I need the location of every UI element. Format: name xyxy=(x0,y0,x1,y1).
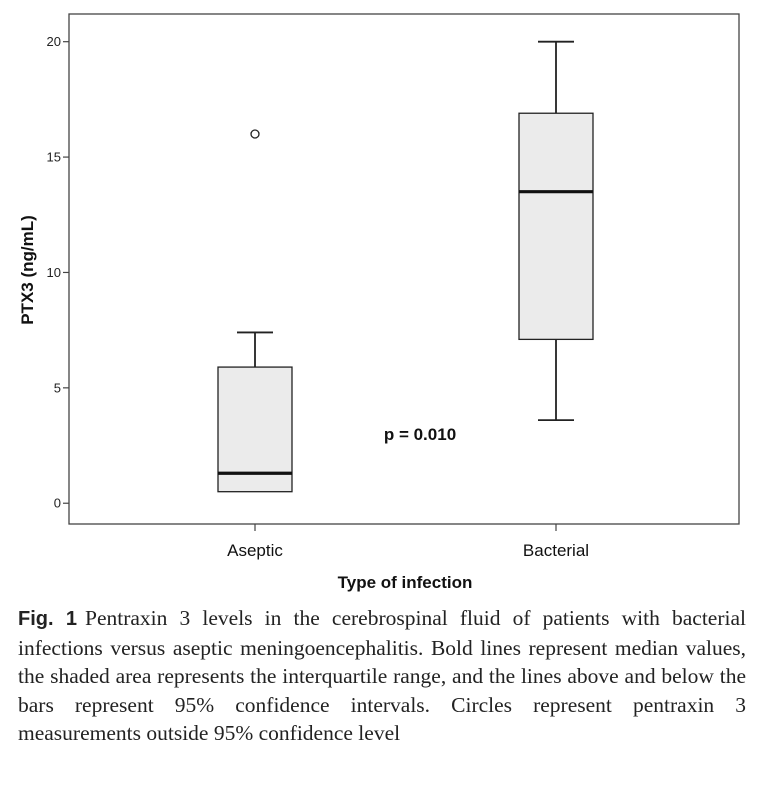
y-tick-label: 15 xyxy=(47,150,61,165)
figure-caption: Fig. 1 Pentraxin 3 levels in the cerebros… xyxy=(18,604,746,748)
y-axis: 0 5 10 15 20 xyxy=(47,34,69,511)
x-axis: Aseptic Bacterial xyxy=(227,524,589,560)
iqr-box xyxy=(518,112,594,341)
outlier-point xyxy=(250,129,260,139)
x-category-label: Bacterial xyxy=(523,541,589,560)
x-category-label: Aseptic xyxy=(227,541,283,560)
iqr-box xyxy=(217,366,293,493)
y-tick-label: 5 xyxy=(54,380,61,395)
figure-label: Fig. 1 xyxy=(18,608,77,630)
boxes-group xyxy=(217,40,594,493)
y-tick-label: 0 xyxy=(54,496,61,511)
y-tick-label: 20 xyxy=(47,34,61,49)
y-tick-label: 10 xyxy=(47,265,61,280)
box-plot-chart: 0 5 10 15 20 Aseptic Bacterial Type of infect… xyxy=(18,13,740,592)
y-axis-title: PTX3 (ng/mL) xyxy=(18,215,37,325)
plot-frame xyxy=(68,13,740,525)
x-axis-title: Type of infection xyxy=(338,573,473,592)
p-value-annotation: p = 0.010 xyxy=(384,425,456,444)
caption-text: Pentraxin 3 levels in the cerebrospinal … xyxy=(18,606,746,745)
